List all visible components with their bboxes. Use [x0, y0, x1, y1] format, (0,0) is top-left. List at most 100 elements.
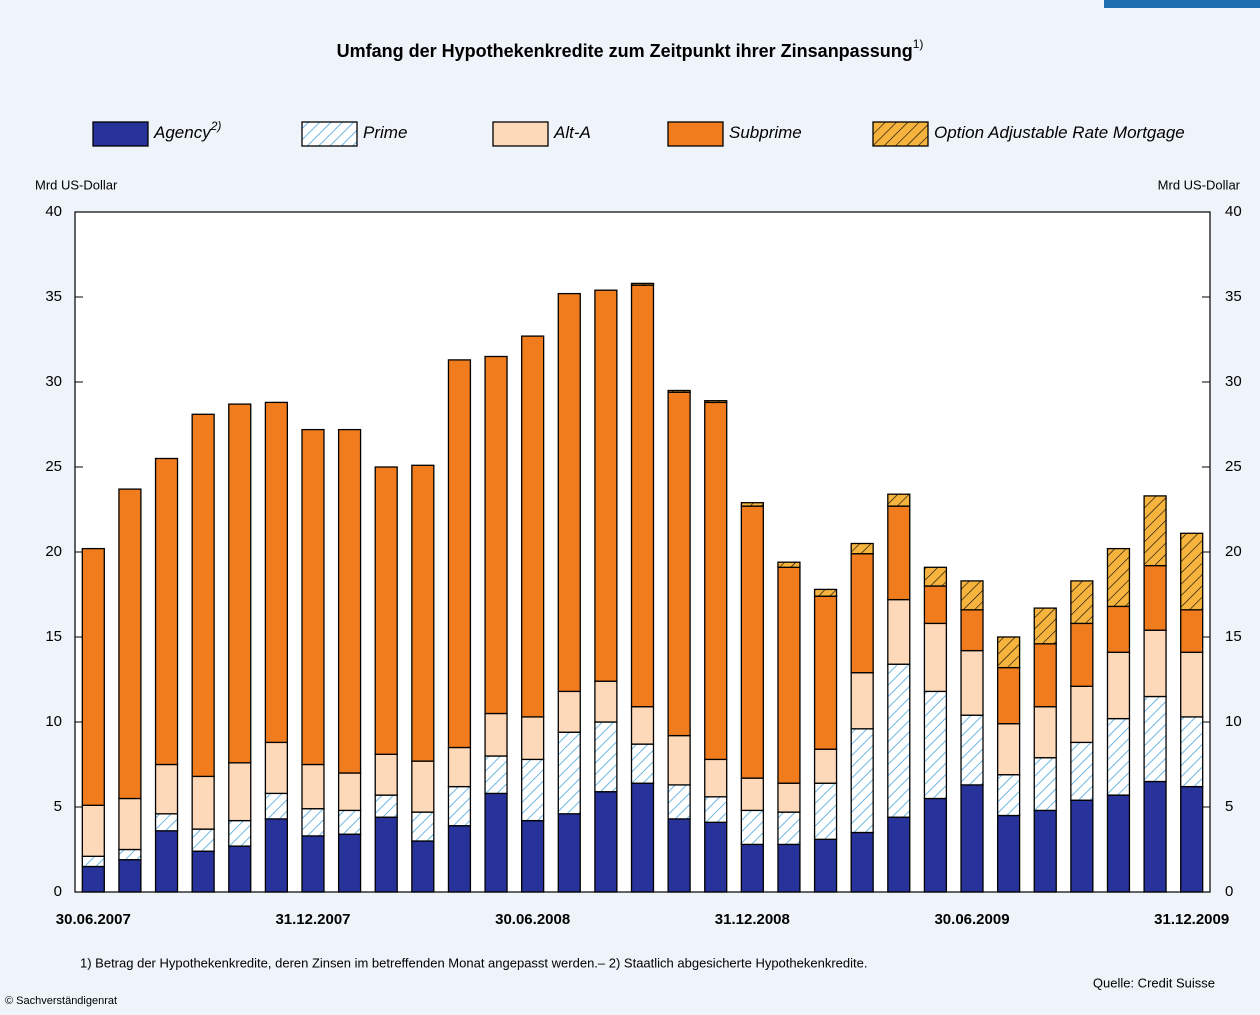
bar-segment [264, 792, 289, 820]
bar-segment [191, 850, 215, 893]
bar-segment [557, 813, 581, 893]
bar-segment [447, 746, 472, 788]
bar-segment [1180, 651, 1204, 718]
y2-tick-label: 35 [1225, 288, 1242, 305]
y-axis-label: Mrd US-Dollar [35, 177, 118, 192]
bar-segment [960, 714, 984, 786]
y-tick-label: 20 [45, 543, 62, 560]
legend-label: Agency2) [153, 119, 221, 142]
bar-segment [484, 355, 508, 715]
bar-segment [667, 734, 691, 786]
bar-segment [1070, 580, 1094, 625]
bar-segment [594, 289, 618, 682]
bar-segment [337, 772, 362, 812]
bar-segment [411, 464, 435, 762]
bar-segment [887, 663, 911, 818]
bar-segment [521, 758, 545, 822]
bar-segment [154, 813, 179, 832]
x-tick-label: 31.12.2008 [715, 911, 790, 928]
y2-tick-label: 0 [1225, 883, 1233, 900]
legend-swatch [872, 121, 929, 147]
bar-segment [630, 706, 655, 745]
x-tick-label: 30.06.2009 [934, 911, 1009, 928]
bar-segment [1143, 695, 1167, 783]
y-tick-label: 0 [54, 883, 62, 900]
bar-segment [228, 403, 252, 764]
bar-segment [484, 792, 508, 893]
bar-segment [557, 292, 581, 693]
bar-segment [1070, 685, 1094, 744]
bar-segment [996, 814, 1021, 893]
bar-segment [228, 819, 252, 847]
y-tick-label: 5 [54, 798, 62, 815]
title-note: 1) [913, 37, 924, 51]
bar-segment [301, 763, 325, 810]
bar-segment [630, 743, 655, 784]
bar-segment [447, 825, 472, 893]
legend-swatch [667, 121, 724, 147]
bar-segment [850, 831, 874, 893]
bar-segment [850, 672, 874, 730]
bar-segment [374, 466, 398, 755]
bar-segment [740, 502, 764, 507]
bar-segment [484, 755, 508, 795]
bar-segment [118, 859, 142, 893]
bar-segment [777, 811, 801, 846]
bar-segment [850, 728, 874, 834]
bar-segment [557, 731, 581, 815]
legend-label: Alt-A [553, 123, 591, 142]
bar-segment [154, 763, 179, 815]
legend-name: Agency [153, 123, 212, 142]
bar-segment [850, 542, 874, 555]
bar-segment [777, 843, 801, 893]
bar-segment [887, 816, 911, 893]
bar-segment [667, 389, 691, 393]
bar-segment [228, 762, 252, 822]
bar-segment [81, 865, 105, 893]
bar-segment [374, 753, 398, 796]
bar-segment [704, 401, 728, 761]
bar-segment [374, 816, 398, 893]
bar-segment [118, 797, 142, 851]
bar-segment [923, 585, 948, 625]
bar-segment [301, 428, 325, 766]
bar-segment [850, 553, 874, 674]
y-tick-label: 10 [45, 713, 62, 730]
bar-segment [301, 808, 325, 837]
bar-segment [923, 797, 948, 893]
bar-segment [923, 566, 948, 587]
legend-name: Option Adjustable Rate Mortgage [934, 123, 1185, 142]
bar-segment [1070, 741, 1094, 801]
bar-segment [228, 845, 252, 893]
y2-tick-label: 30 [1225, 373, 1242, 390]
x-tick-label: 31.12.2009 [1154, 911, 1229, 928]
bar-segment [118, 488, 142, 800]
bar-segment [996, 636, 1021, 669]
y2-tick-label: 25 [1225, 458, 1242, 475]
bar-segment [740, 809, 764, 846]
bar-segment [118, 848, 142, 861]
y2-tick-label: 15 [1225, 628, 1242, 645]
bar-segment [887, 505, 911, 601]
legend-name: Prime [363, 123, 407, 142]
bar-segment [1143, 564, 1167, 631]
bar-segment [1143, 780, 1167, 893]
bar-segment [1106, 794, 1131, 893]
bar-segment [411, 840, 435, 893]
bar-segment [594, 791, 618, 893]
bar-segment [557, 690, 581, 733]
bar-segment [521, 335, 545, 718]
bar-segment [777, 782, 801, 813]
bar-segment [996, 666, 1021, 725]
bar-segment [521, 819, 545, 893]
bar-segment [630, 782, 655, 893]
bar-segment [1033, 643, 1057, 708]
bar-segment [1143, 495, 1167, 567]
bar-segment [374, 794, 398, 818]
bar-segment [337, 428, 362, 774]
y2-tick-label: 40 [1225, 203, 1242, 220]
legend-swatch [92, 121, 149, 147]
x-tick-label: 30.06.2008 [495, 911, 570, 928]
bar-segment [960, 580, 984, 611]
